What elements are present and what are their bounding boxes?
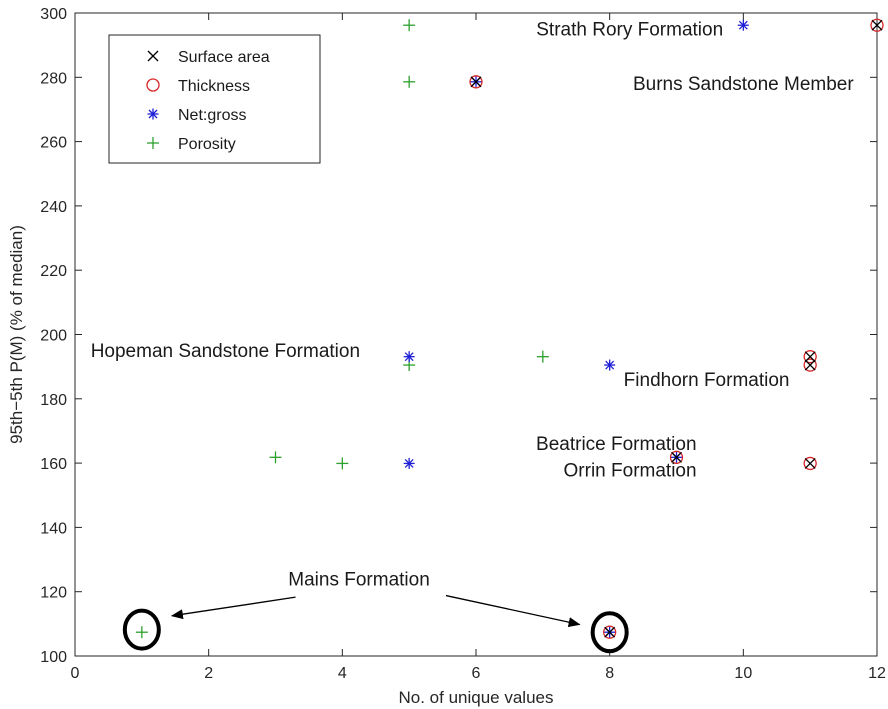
y-tick-label: 220: [40, 263, 67, 280]
y-tick-label: 200: [40, 328, 67, 345]
point-circle: [603, 625, 617, 639]
annotation-arrow: [445, 594, 581, 628]
legend-marker-plus: [147, 137, 159, 149]
legend-label: Porosity: [178, 136, 236, 153]
point-circle: [870, 18, 884, 32]
legend-box: [108, 34, 321, 164]
legend-label: Net:gross: [178, 107, 246, 124]
annotation-label: Hopeman Sandstone Formation: [91, 341, 360, 362]
y-tick-label: 240: [40, 199, 67, 216]
annotation-arrow: [170, 596, 296, 620]
y-tick-label: 120: [40, 585, 67, 602]
legend-marker-circle: [146, 78, 160, 92]
point-circle: [803, 456, 817, 471]
data-points: [135, 18, 884, 639]
point-plus: [403, 19, 416, 32]
annotation-label: Burns Sandstone Member: [633, 74, 854, 95]
point-plus: [536, 350, 549, 363]
axes: 0 2 4 6 8 10 12 100 120 140 160 180 200 220 240 260 280 3…: [40, 6, 886, 682]
point-plus: [135, 626, 148, 639]
annotation-label: Beatrice Formation: [536, 434, 697, 455]
x-tick-label: 0: [71, 665, 80, 682]
x-tick-label: 10: [734, 665, 752, 682]
point-circle: [803, 358, 817, 372]
y-tick-label: 280: [40, 70, 67, 87]
highlight-circle: [590, 611, 629, 654]
legend-marker-x: [147, 50, 159, 62]
annotation-label: Strath Rory Formation: [536, 20, 723, 41]
x-tick-label: 4: [338, 665, 347, 682]
y-tick-label: 160: [40, 456, 67, 473]
legend-label: Surface area: [178, 49, 270, 66]
annotation-arrows: [170, 594, 581, 628]
point-plus: [403, 75, 416, 88]
point-x: [871, 19, 883, 31]
x-tick-label: 12: [868, 665, 886, 682]
annotation-label: Findhorn Formation: [624, 370, 790, 391]
y-axis-label: 95th−5th P(M) (% of median): [7, 225, 26, 444]
y-tick-label: 180: [40, 392, 67, 409]
y-tick-label: 300: [40, 6, 67, 23]
point-plus: [269, 451, 282, 464]
legend: Surface area Thickness Net:gross Porosity: [108, 34, 321, 164]
y-tick-label: 140: [40, 520, 67, 537]
point-asterisk: [604, 359, 616, 371]
point-x: [671, 451, 682, 463]
x-tick-label: 8: [605, 665, 614, 682]
highlight-circles: [122, 608, 629, 654]
point-x: [470, 76, 482, 88]
x-tick-label: 2: [204, 665, 213, 682]
x-axis-label: No. of unique values: [399, 688, 554, 707]
point-circle: [803, 350, 817, 364]
x-tick-label: 6: [472, 665, 481, 682]
point-asterisk: [403, 351, 415, 363]
point-circle: [469, 75, 483, 89]
point-circle: [669, 450, 684, 464]
legend-marker-asterisk: [147, 108, 159, 120]
annotation-label: Orrin Formation: [564, 461, 697, 482]
point-x: [604, 626, 616, 638]
y-tick-label: 260: [40, 135, 67, 152]
annotation-label: Mains Formation: [288, 569, 430, 590]
point-plus: [336, 457, 349, 470]
y-tick-label: 100: [40, 649, 67, 666]
point-x: [804, 457, 816, 469]
point-asterisk: [403, 457, 415, 469]
point-x: [804, 351, 816, 363]
annotations: Strath Rory Formation Burns Sandstone Mem…: [91, 20, 855, 591]
legend-label: Thickness: [178, 78, 250, 95]
highlight-circle: [122, 608, 161, 651]
point-asterisk: [737, 19, 749, 31]
point-x: [804, 359, 816, 371]
